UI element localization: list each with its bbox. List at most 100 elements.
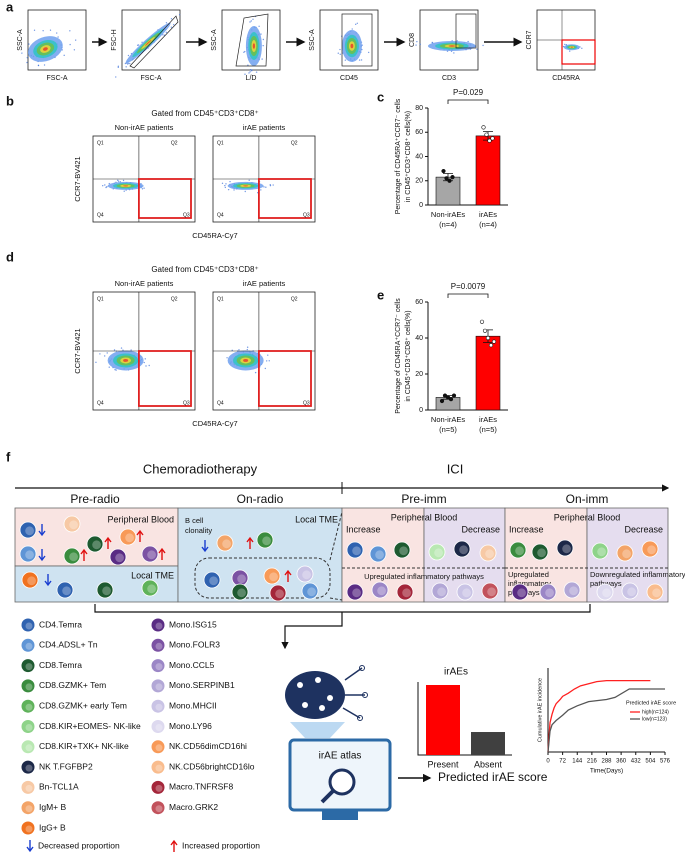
legend-cell <box>21 780 35 794</box>
cell-icon <box>479 544 497 562</box>
legend-cell <box>21 821 35 835</box>
gate <box>257 350 312 407</box>
box-title: Peripheral Blood <box>107 514 174 524</box>
cell <box>456 583 474 601</box>
cell <box>119 528 137 546</box>
axis-label: Cumulative irAE incidence <box>537 678 543 742</box>
quadrant-label: Q3 <box>183 212 190 218</box>
cell <box>216 534 234 552</box>
event-dot <box>33 29 36 31</box>
quadrant-label: Q1 <box>97 140 104 146</box>
cell-icon <box>641 540 659 558</box>
stage-title: Pre-radio <box>70 492 120 506</box>
box-title: Peripheral Blood <box>391 512 458 522</box>
cell <box>256 531 274 549</box>
event-dot <box>249 69 252 71</box>
cell-icon <box>563 581 581 599</box>
event-dot <box>482 44 484 47</box>
cell-icon <box>396 583 414 601</box>
event-dot <box>249 21 251 23</box>
x-tick-label: 144 <box>572 759 583 765</box>
event-dot <box>120 347 123 349</box>
event-dot <box>125 66 127 68</box>
cell-icon <box>453 540 471 558</box>
event-dot <box>476 48 478 50</box>
y-tick-label: 40 <box>415 153 423 160</box>
data-point <box>442 393 448 398</box>
legend-cell-nucleus <box>155 683 163 691</box>
cell <box>296 565 314 583</box>
event-dot <box>115 369 117 371</box>
legend-cell <box>151 740 165 754</box>
cell-nucleus <box>269 572 278 582</box>
quadrant-label: Q4 <box>217 400 224 406</box>
event-dot <box>339 48 341 51</box>
cell-nucleus <box>237 574 247 584</box>
cell-nucleus <box>399 546 408 556</box>
cell-nucleus <box>627 587 636 597</box>
cell <box>646 583 664 601</box>
event-dot <box>28 43 30 45</box>
legend-cell-nucleus <box>155 805 163 813</box>
magnifier-handle <box>320 789 335 804</box>
x-tick-label: (n=4) <box>439 220 457 229</box>
cell-nucleus <box>25 526 34 536</box>
legend-cell-nucleus <box>155 784 163 792</box>
legend-swatch <box>151 638 165 652</box>
cell <box>109 548 127 566</box>
cell-icon <box>231 569 249 587</box>
phase-title: ICI <box>447 461 464 476</box>
legend-swatch <box>21 760 35 774</box>
cell <box>616 544 634 562</box>
event-dot <box>73 49 76 51</box>
x-tick-label: 72 <box>559 759 566 765</box>
event-dot <box>117 180 120 183</box>
cell-nucleus <box>302 570 311 580</box>
axis-label: in CD45⁺CD3⁺CD8⁺ cells(%) <box>405 310 412 401</box>
density-cloud <box>102 179 145 192</box>
legend-cell-nucleus <box>155 764 163 772</box>
cell-nucleus <box>69 520 78 530</box>
legend-cell <box>151 720 165 733</box>
cell-nucleus <box>569 586 578 596</box>
event-dot <box>56 32 58 34</box>
cell-icon <box>109 548 127 566</box>
legend-cell-nucleus <box>25 663 33 671</box>
event-dot <box>172 23 175 26</box>
density-level <box>144 40 152 46</box>
legend-label: CD4.Temra <box>39 619 82 629</box>
increase-arrow <box>104 536 112 549</box>
data-point <box>450 175 455 180</box>
box-note: clonality <box>185 526 212 535</box>
event-dot <box>260 189 262 191</box>
box-label: Upregulated <box>508 570 549 579</box>
legend-label: high(n=124) <box>642 709 669 715</box>
connector <box>281 620 343 650</box>
axis-label: FSC-A <box>47 75 68 82</box>
cell-nucleus <box>647 545 656 555</box>
cell-icon <box>456 583 474 601</box>
legend-swatch <box>21 638 35 652</box>
box-label: Downregulated inflammatory <box>590 570 685 579</box>
quadrant-label: Q3 <box>303 212 310 218</box>
cell-nucleus <box>92 540 101 550</box>
cell-nucleus <box>262 536 271 546</box>
event-dot <box>117 179 119 182</box>
brain-node <box>327 695 333 701</box>
cell <box>431 582 449 600</box>
data-point <box>451 393 457 398</box>
x-tick-label: Non-irAEs <box>431 415 465 424</box>
density-level <box>448 45 456 47</box>
cell-icon <box>591 542 609 560</box>
legend-cell <box>151 618 165 632</box>
panel-label: b <box>6 93 14 108</box>
x-tick-label: 504 <box>645 759 656 765</box>
cell <box>396 583 414 601</box>
x-tick-label: 360 <box>616 759 627 765</box>
legend-label: CD8.KIR+TXK+ NK-like <box>39 741 129 751</box>
event-dot <box>224 184 226 187</box>
cell-icon <box>231 583 249 601</box>
cell <box>19 545 37 563</box>
cell-icon <box>531 543 549 561</box>
cell <box>371 581 389 599</box>
